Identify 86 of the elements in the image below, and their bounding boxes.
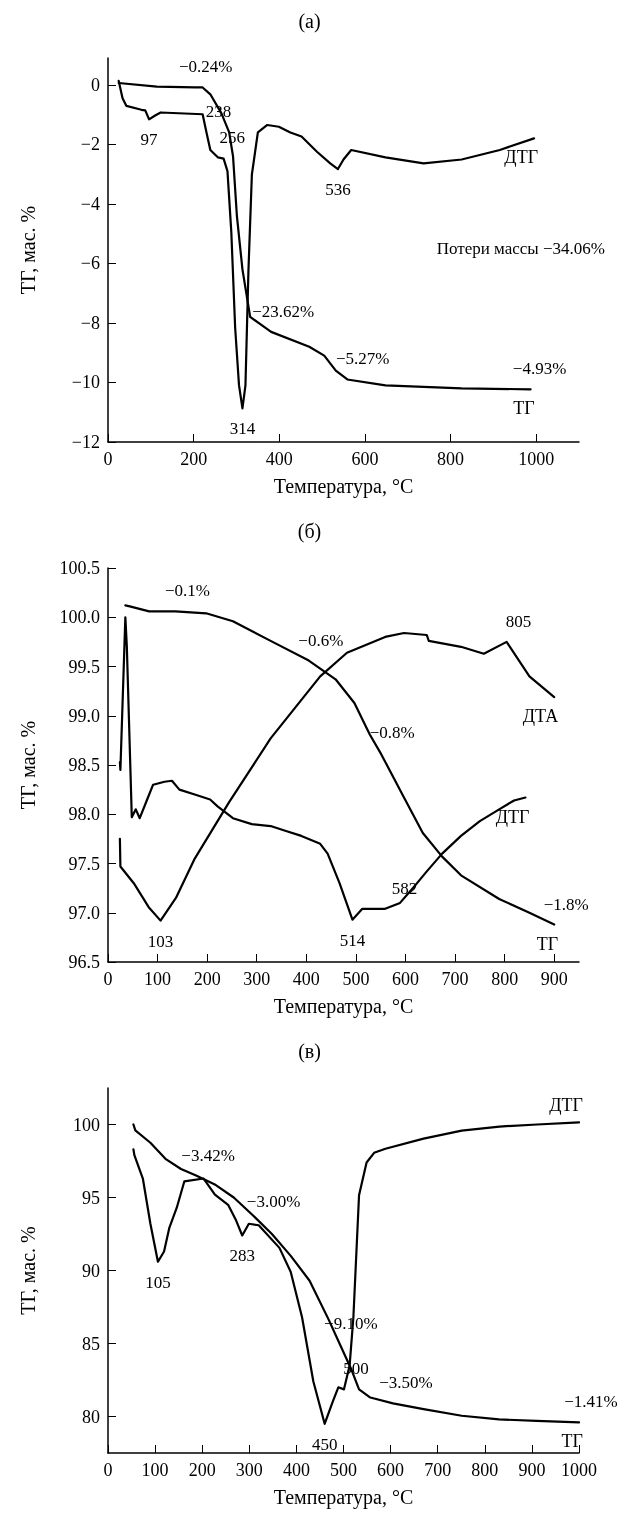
annotation: −23.62% — [252, 301, 315, 321]
annotation: −3.42% — [181, 1145, 235, 1165]
x-tick-label: 400 — [265, 449, 293, 469]
y-axis-title: ТГ, мас. % — [17, 1226, 39, 1315]
chart-title: (в) — [298, 1040, 321, 1063]
y-axis-title: ТГ, мас. % — [17, 720, 39, 810]
series-label: ТГ — [513, 398, 535, 419]
x-tick-label: 200 — [180, 449, 208, 469]
x-tick-label: 900 — [540, 969, 568, 989]
annotation: Потери массы −34.06% — [436, 239, 605, 258]
x-tick-label: 600 — [377, 1460, 405, 1480]
y-tick-label: 90 — [82, 1260, 100, 1281]
annotation: 103 — [147, 931, 174, 951]
annotation: −0.1% — [164, 581, 210, 601]
annotation: 450 — [311, 1434, 338, 1454]
x-tick-label: 300 — [235, 1460, 263, 1480]
y-tick-label: −2 — [80, 134, 100, 155]
series-label: ТГ — [561, 1431, 583, 1452]
x-tick-label: 100 — [144, 969, 172, 989]
x-tick-label: 1000 — [518, 449, 555, 469]
y-tick-label: 80 — [82, 1406, 100, 1427]
annotation: 536 — [325, 180, 351, 200]
x-axis-title: Температура, °C — [273, 995, 414, 1018]
annotation: −3.50% — [379, 1373, 433, 1393]
x-tick-label: 600 — [391, 969, 419, 989]
chart-title: (б) — [297, 520, 322, 543]
y-tick-label: 96.5 — [68, 952, 100, 972]
y-axis-title: ТГ, мас. % — [17, 205, 39, 295]
annotation: −4.93% — [512, 359, 567, 379]
chart-title: (а) — [298, 10, 321, 33]
annotation: −1.41% — [564, 1392, 618, 1412]
y-tick-label: −8 — [80, 312, 100, 333]
series-label: ДТА — [522, 706, 559, 727]
y-tick-label: 100.5 — [59, 558, 100, 578]
y-tick-label: 95 — [82, 1187, 100, 1208]
y-tick-label: 97.5 — [68, 853, 100, 874]
x-tick-label: 0 — [103, 449, 113, 469]
x-tick-label: 0 — [103, 969, 113, 989]
y-tick-label: 100.0 — [59, 607, 100, 628]
series-label: ДТГ — [549, 1095, 583, 1116]
x-tick-label: 0 — [103, 1460, 113, 1480]
annotation: 805 — [505, 611, 532, 631]
series-label: ДТГ — [495, 806, 530, 827]
y-tick-label: 100 — [73, 1114, 100, 1135]
annotation: 97 — [140, 130, 159, 150]
annotation: −3.00% — [246, 1192, 301, 1212]
x-tick-label: 300 — [243, 969, 271, 989]
x-tick-label: 400 — [282, 1460, 310, 1480]
x-tick-label: 400 — [292, 969, 320, 989]
annotation: −0.24% — [178, 57, 233, 77]
x-tick-label: 1000 — [561, 1460, 597, 1480]
x-axis-title: Температура, °C — [273, 475, 414, 498]
x-tick-label: 200 — [193, 969, 221, 989]
y-tick-label: 98.0 — [68, 804, 100, 825]
x-tick-label: 900 — [518, 1460, 546, 1480]
y-tick-label: −10 — [71, 372, 100, 393]
y-tick-label: 97.0 — [68, 902, 100, 923]
x-tick-label: 600 — [351, 449, 379, 469]
annotation: 514 — [339, 930, 366, 950]
annotation: 283 — [229, 1246, 255, 1266]
y-tick-label: −6 — [80, 253, 100, 274]
x-tick-label: 700 — [441, 969, 469, 989]
x-tick-label: 500 — [342, 969, 370, 989]
x-tick-label: 200 — [188, 1460, 216, 1480]
annotation: −0.8% — [369, 723, 415, 743]
y-tick-label: 99.0 — [68, 705, 100, 726]
y-tick-label: 0 — [91, 74, 100, 95]
y-tick-label: 98.5 — [68, 755, 100, 775]
x-axis-title: Температура, °C — [273, 1486, 414, 1509]
x-tick-label: 800 — [471, 1460, 499, 1480]
x-tick-label: 100 — [141, 1460, 169, 1480]
x-tick-label: 800 — [491, 969, 519, 989]
annotation: 105 — [145, 1272, 171, 1292]
annotation: −1.8% — [543, 894, 589, 914]
annotation: −5.27% — [336, 349, 390, 369]
y-tick-label: 99.5 — [68, 656, 100, 677]
y-tick-label: −12 — [71, 432, 100, 452]
x-tick-label: 700 — [424, 1460, 452, 1480]
x-tick-label: 500 — [330, 1460, 357, 1480]
series-label: ТГ — [536, 933, 559, 954]
series-label: ДТГ — [504, 147, 539, 168]
annotation: 314 — [229, 419, 256, 439]
y-tick-label: −4 — [80, 193, 100, 214]
y-tick-label: 85 — [82, 1333, 100, 1354]
x-tick-label: 800 — [437, 449, 465, 469]
annotation: −0.6% — [298, 630, 344, 650]
